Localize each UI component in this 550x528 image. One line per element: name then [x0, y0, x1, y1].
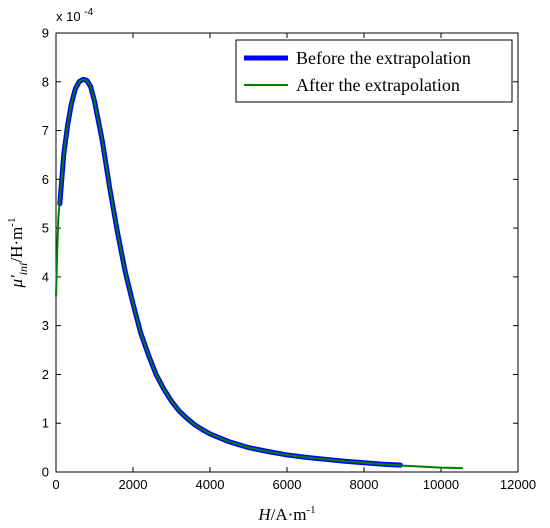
- x-tick-label: 10000: [423, 477, 459, 492]
- series-line-2: [55, 78, 464, 470]
- x-tick-label: 6000: [273, 477, 302, 492]
- y-tick-label: 7: [42, 123, 49, 138]
- legend-box: [235, 39, 513, 103]
- x-axis: 0 2000 4000 6000 8000 10000 12000: [52, 33, 536, 492]
- y-tick-label: 4: [42, 269, 49, 284]
- x-tick-label: 4000: [196, 477, 225, 492]
- y-axis: 0 1 2 3 4 5 6 7 8 9: [42, 26, 518, 480]
- y-tick-label: 6: [42, 172, 49, 187]
- x-tick-label: 2000: [119, 477, 148, 492]
- x-axis-title: H/A·m-1: [257, 504, 315, 524]
- legend-label-1: Before the extrapolation: [296, 48, 471, 68]
- plot-frame: [55, 32, 519, 473]
- legend-label-2: After the extrapolation: [296, 75, 460, 95]
- y-tick-label: 1: [42, 416, 49, 431]
- series-layer: [55, 76, 464, 470]
- y-tick-label: 8: [42, 74, 49, 89]
- y-tick-label: 0: [42, 465, 49, 480]
- y-tick-label: 9: [42, 26, 49, 41]
- x-tick-label: 12000: [500, 477, 536, 492]
- x-tick-label: 0: [52, 477, 59, 492]
- y-axis-title: μ'ini/H·m-1: [6, 218, 30, 289]
- legend: Before the extrapolation After the extrap…: [235, 39, 513, 103]
- x-tick-label: 8000: [350, 477, 379, 492]
- y-scale-exponent: x 10 -4: [56, 7, 94, 24]
- plot-area: [55, 32, 519, 473]
- y-tick-label: 3: [42, 318, 49, 333]
- y-tick-label: 2: [42, 367, 49, 382]
- y-tick-label: 5: [42, 221, 49, 236]
